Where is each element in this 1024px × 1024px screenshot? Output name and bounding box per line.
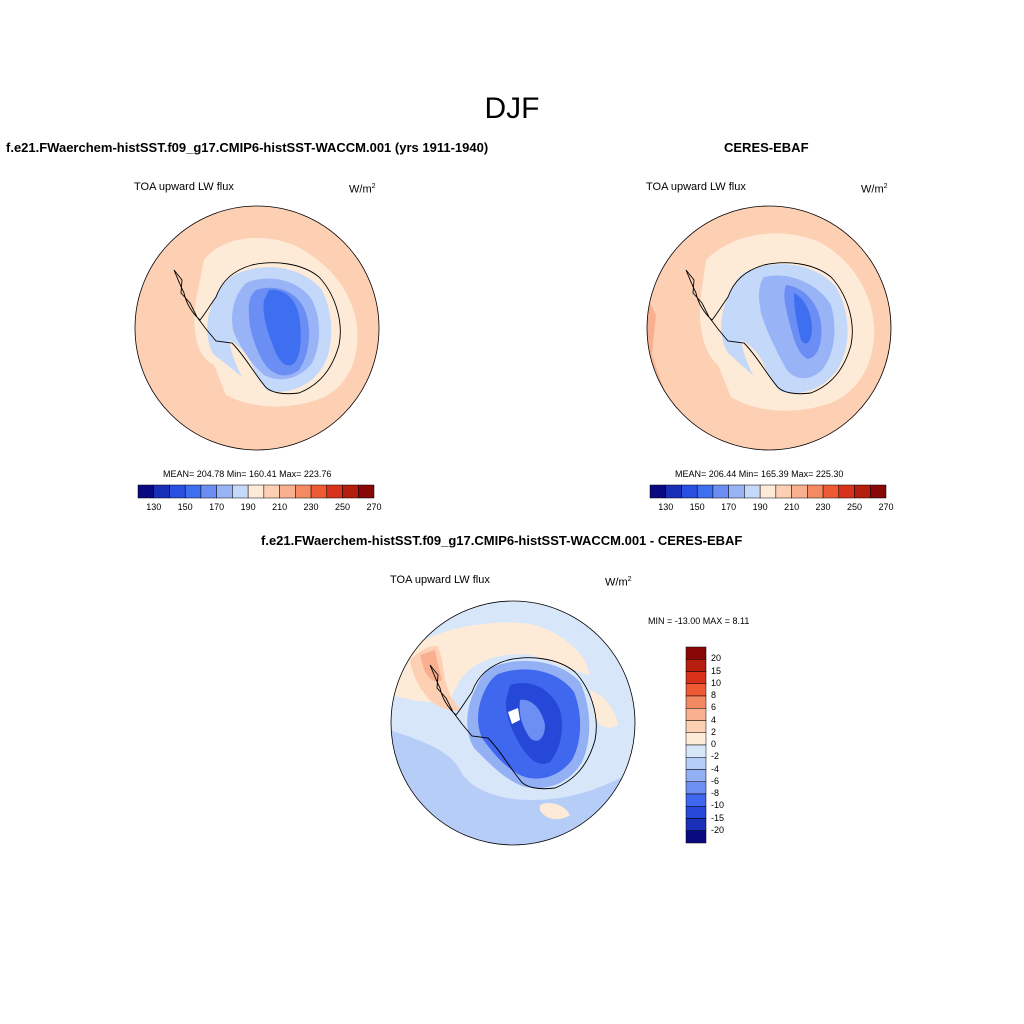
colorbar-swatch [870,484,887,499]
panel-2-variable: TOA upward LW flux [646,181,746,193]
colorbar-swatch [685,830,707,844]
colorbar-swatch [685,744,707,758]
colorbar-swatch [838,484,855,499]
colorbar-tick-label: 130 [146,502,162,512]
colorbar-tick-label: 20 [711,653,722,664]
colorbar-tick-label: -10 [711,800,725,811]
panel-3-units: W/m2 [605,576,632,589]
panel-2-stats: MEAN= 206.44 Min= 165.39 Max= 225.30 [675,469,844,479]
colorbar-tick-label: 190 [752,502,768,512]
colorbar-tick-label: 150 [689,502,705,512]
colorbar-tick-label: 0 [711,739,717,749]
colorbar-swatch [728,484,745,499]
colorbar-swatch [685,732,707,746]
colorbar-swatch [807,484,824,499]
panel-2-colorbar [649,484,887,499]
colorbar-swatch [326,484,343,499]
colorbar-swatch [200,484,217,499]
colorbar-swatch [342,484,359,499]
colorbar-swatch [822,484,840,499]
panel-2-title: CERES-EBAF [724,140,809,155]
colorbar-swatch [153,484,170,499]
colorbar-tick-label: 230 [815,502,831,512]
colorbar-swatch [685,646,707,660]
colorbar-swatch [649,484,666,499]
colorbar-swatch [685,793,707,807]
colorbar-swatch [685,683,707,697]
colorbar-swatch [696,484,714,499]
colorbar-tick-label: -20 [711,824,725,835]
colorbar-swatch [791,484,808,499]
panel-1-variable: TOA upward LW flux [134,181,234,193]
colorbar-tick-label: 170 [209,502,225,512]
panel-3-variable: TOA upward LW flux [390,574,490,586]
colorbar-swatch [184,484,202,499]
colorbar-swatch [685,806,707,819]
colorbar-tick-label: 15 [711,665,722,676]
colorbar-swatch [685,757,707,770]
colorbar-swatch [216,484,233,499]
colorbar-tick-label: 270 [366,502,382,512]
panel-3-title: f.e21.FWaerchem-histSST.f09_g17.CMIP6-hi… [261,533,743,548]
colorbar-tick-label: -4 [711,763,720,774]
figure-title: DJF [484,92,540,125]
colorbar-swatch [263,484,280,499]
panel-1-title: f.e21.FWaerchem-histSST.f09_g17.CMIP6-hi… [6,140,489,155]
panel-2-units: W/m2 [861,183,888,196]
panel-1-colorbar-labels: 130 150 170 190 210 230 250 270 [138,502,381,514]
colorbar-tick-label: 170 [721,502,737,512]
colorbar-swatch [775,484,792,499]
colorbar-tick-label: 210 [272,502,288,512]
colorbar-swatch [685,720,707,733]
colorbar-tick-label: 250 [335,502,351,512]
colorbar-swatch [685,769,707,782]
colorbar-tick-label: 190 [240,502,256,512]
colorbar-swatch [712,484,729,499]
colorbar-tick-label: 8 [711,690,717,700]
colorbar-swatch [358,484,375,499]
colorbar-swatch [681,484,698,499]
colorbar-tick-label: 4 [711,714,717,725]
panel-3-colorbar-labels: 20 15 10 8 6 4 2 0 -2 -4 -6 -8 -10 -15 -20 [711,647,751,843]
colorbar-swatch [310,484,328,499]
panel-1-map [134,205,380,451]
colorbar-tick-label: 230 [303,502,319,512]
colorbar-swatch [685,695,707,709]
colorbar-swatch [685,708,707,721]
colorbar-tick-label: 250 [847,502,863,512]
colorbar-tick-label: -6 [711,775,720,786]
colorbar-tick-label: 270 [878,502,894,512]
colorbar-swatch [295,484,312,499]
colorbar-swatch [685,781,707,795]
colorbar-swatch [232,484,249,499]
panel-3-stats: MIN = -13.00 MAX = 8.11 [648,616,750,626]
colorbar-tick-label: 6 [711,702,717,713]
panel-3-colorbar [685,646,707,844]
panel-3-map [390,600,636,846]
colorbar-tick-label: 130 [658,502,674,512]
colorbar-tick-label: 10 [711,677,722,688]
colorbar-swatch [854,484,871,499]
colorbar-tick-label: 2 [711,726,717,737]
colorbar-swatch [665,484,682,499]
colorbar-tick-label: 150 [177,502,193,512]
colorbar-swatch [685,818,707,831]
colorbar-swatch [759,484,777,499]
colorbar-swatch [744,484,761,499]
colorbar-swatch [685,659,707,672]
panel-2-colorbar-labels: 130 150 170 190 210 230 250 270 [650,502,893,514]
panel-1-units: W/m2 [349,183,376,196]
panel-1-stats: MEAN= 204.78 Min= 160.41 Max= 223.76 [163,469,332,479]
panel-1-colorbar [137,484,375,499]
colorbar-tick-label: -15 [711,812,725,823]
colorbar-swatch [685,671,707,684]
colorbar-swatch [247,484,265,499]
colorbar-swatch [279,484,296,499]
colorbar-tick-label: -2 [711,751,720,762]
colorbar-swatch [169,484,186,499]
colorbar-swatch [137,484,154,499]
colorbar-tick-label: 210 [784,502,800,512]
colorbar-tick-label: -8 [711,788,720,798]
panel-2-map [646,205,892,451]
